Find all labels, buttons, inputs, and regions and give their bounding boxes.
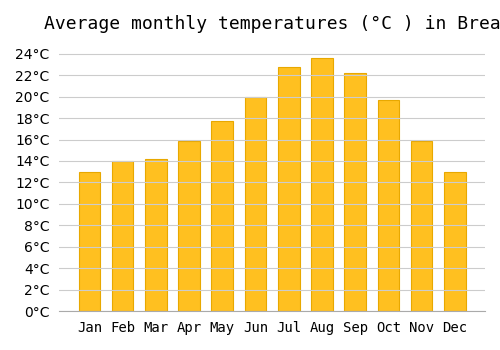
Bar — [344, 73, 366, 311]
Bar — [212, 121, 233, 311]
Bar — [145, 159, 167, 311]
Title: Average monthly temperatures (°C ) in Brea: Average monthly temperatures (°C ) in Br… — [44, 15, 500, 33]
Bar — [411, 141, 432, 311]
Bar — [178, 141, 200, 311]
Bar — [378, 100, 399, 311]
Bar — [311, 58, 332, 311]
Bar — [244, 97, 266, 311]
Bar — [112, 161, 134, 311]
Bar — [444, 172, 466, 311]
Bar — [278, 66, 299, 311]
Bar — [78, 172, 100, 311]
